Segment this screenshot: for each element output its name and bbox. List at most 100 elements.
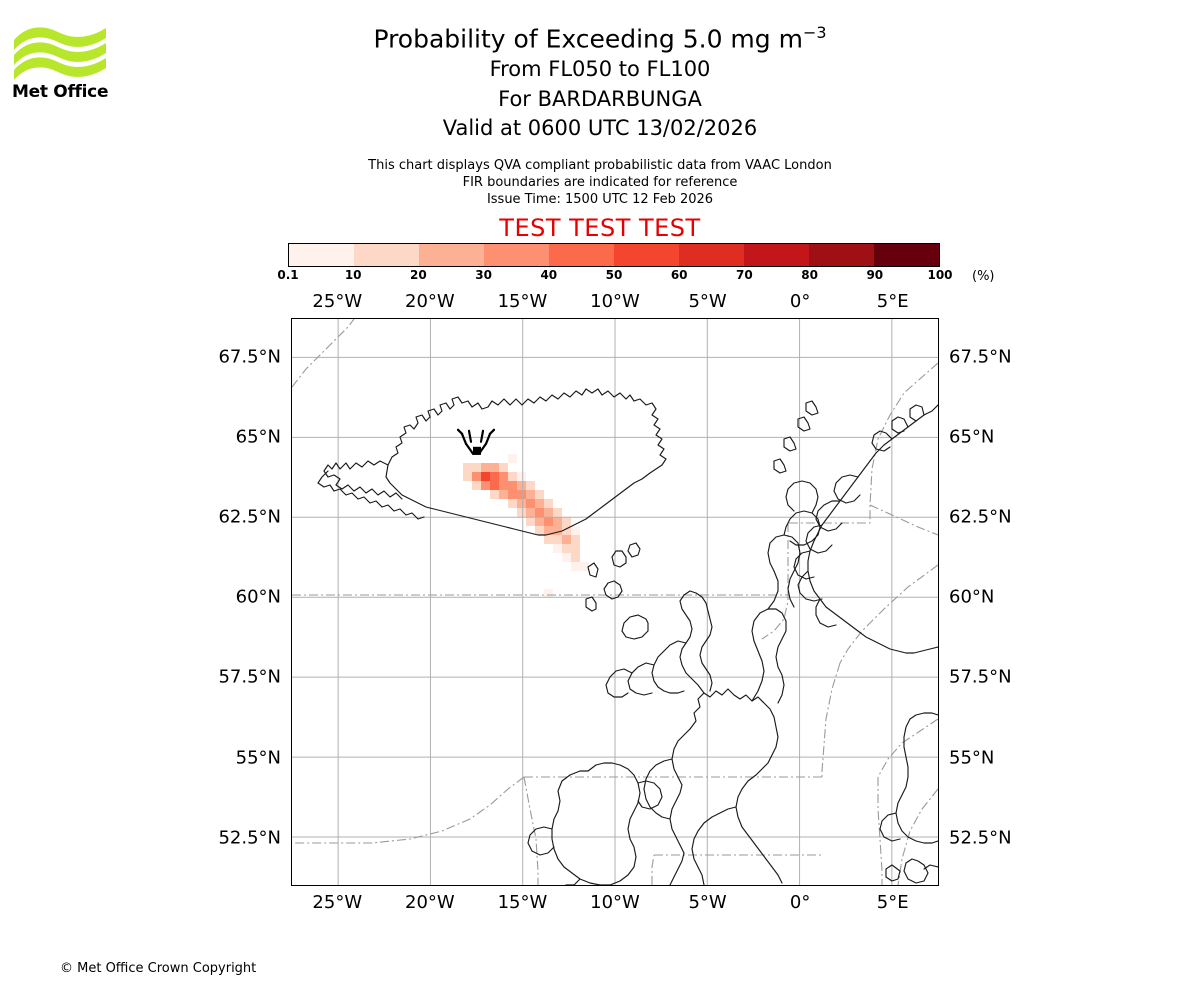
- ash-cell-57: [544, 589, 553, 598]
- ash-cell-21: [499, 490, 508, 499]
- ash-cell-15: [490, 481, 499, 490]
- ash-cell-46: [544, 535, 553, 544]
- lat-tick-left-67.5: 67.5°N: [218, 346, 281, 367]
- lon-tick-bottom--20: 20°W: [404, 892, 455, 913]
- ash-cell-10: [499, 472, 508, 481]
- ash-cell-35: [553, 508, 562, 517]
- coastline-ireland: [551, 762, 641, 885]
- colorbar-tick-40: 40: [540, 268, 558, 282]
- volcano-marker-icon: [456, 428, 496, 455]
- colorbar-tick-90: 90: [866, 268, 884, 282]
- ash-cell-25: [535, 490, 544, 499]
- lon-tick-top--20: 20°W: [404, 291, 455, 312]
- lat-tick-right-67.5: 67.5°N: [949, 346, 1012, 367]
- coastline-great-britain: [689, 688, 783, 884]
- ash-cell-27: [517, 499, 526, 508]
- note-qva: This chart displays QVA compliant probab…: [368, 158, 832, 173]
- ash-cell-11: [508, 472, 517, 481]
- colorbar-tick-70: 70: [736, 268, 753, 282]
- coastline-iceland: [385, 388, 667, 536]
- ash-cell-53: [562, 553, 571, 562]
- coastline-norway: [807, 404, 938, 654]
- lat-tick-left-57.5: 57.5°N: [218, 666, 281, 688]
- lon-tick-bottom--10: 10°W: [590, 892, 640, 913]
- lon-tick-bottom--15: 15°W: [497, 892, 548, 913]
- ash-cell-3: [490, 463, 499, 472]
- ash-cell-2: [481, 463, 490, 472]
- ash-cell-48: [562, 535, 571, 544]
- page-title-text: Probability of Exceeding 5.0 mg m: [373, 24, 803, 54]
- ash-cell-0: [463, 463, 472, 472]
- colorbar-segment-7: [744, 244, 809, 266]
- ash-cell-18: [517, 481, 526, 490]
- longitude-labels-bottom: 25°W 20°W 15°W 10°W 5°W 0° 5°E: [0, 892, 1200, 913]
- colorbar-tick-10: 10: [344, 268, 362, 282]
- colorbar-segment-8: [809, 244, 874, 266]
- colorbar-segment-5: [614, 244, 679, 266]
- ash-cell-32: [526, 508, 535, 517]
- coastline-denmark: [895, 718, 938, 844]
- ash-cell-8: [481, 472, 490, 481]
- page-title-exponent: −3: [802, 23, 827, 42]
- colorbar-segment-6: [679, 244, 744, 266]
- lon-tick-bottom--25: 25°W: [312, 892, 363, 913]
- ash-cell-43: [553, 526, 562, 535]
- copyright-notice: © Met Office Crown Copyright: [60, 961, 257, 976]
- valid-time-line: Valid at 0600 UTC 13/02/2026: [442, 116, 758, 141]
- lat-tick-left-65: 65°N: [235, 426, 281, 448]
- logo-text: Met Office: [12, 82, 109, 102]
- note-issue-time: Issue Time: 1500 UTC 12 Feb 2026: [486, 192, 714, 208]
- colorbar-segment-0: [289, 244, 354, 266]
- ash-cell-7: [472, 472, 481, 481]
- ash-cell-24: [526, 490, 535, 499]
- colorbar-segment-3: [484, 244, 549, 266]
- colorbar-segment-1: [354, 244, 419, 266]
- colorbar-segment-4: [549, 244, 614, 266]
- ash-cell-39: [553, 517, 562, 526]
- lat-tick-left-55: 55°N: [235, 747, 281, 769]
- colorbar-unit-label: (%): [972, 269, 995, 284]
- ash-cell-34: [544, 508, 553, 517]
- longitude-labels-top: 25°W 20°W 15°W 10°W 5°W 0° 5°E: [0, 291, 1200, 312]
- ash-cell-9: [490, 472, 499, 481]
- ash-cell-33: [535, 508, 544, 517]
- ash-cell-38: [544, 517, 553, 526]
- colorbar-tick-20: 20: [410, 268, 427, 282]
- lon-tick-bottom--5: 5°W: [688, 892, 727, 913]
- volcano-name-line: For BARDARBUNGA: [498, 86, 702, 111]
- lat-tick-left-52.5: 52.5°N: [218, 827, 281, 849]
- ash-cell-19: [526, 481, 535, 490]
- ash-cell-13: [472, 481, 481, 490]
- lon-tick-top--5: 5°W: [688, 291, 727, 312]
- colorbar-tick-0.1: 0.1: [277, 268, 299, 282]
- lon-tick-bottom-5: 5°E: [876, 892, 909, 913]
- map-plot-area[interactable]: [291, 318, 939, 886]
- ash-cell-16: [499, 481, 508, 490]
- ash-cell-50: [553, 544, 562, 553]
- map-svg: [292, 319, 938, 885]
- ash-cell-12: [517, 472, 526, 481]
- ash-cell-56: [580, 562, 589, 571]
- ash-cell-23: [517, 490, 526, 499]
- ash-cell-36: [526, 517, 535, 526]
- lon-tick-top--25: 25°W: [312, 291, 363, 312]
- colorbar-tick-80: 80: [801, 268, 818, 282]
- logo-waves-icon: [14, 27, 106, 80]
- probability-colorbar: [288, 243, 940, 267]
- ash-cell-37: [535, 517, 544, 526]
- ash-cell-55: [571, 562, 580, 571]
- chart-notes: This chart displays QVA compliant probab…: [0, 157, 1200, 208]
- ash-cell-14: [481, 481, 490, 490]
- ash-cell-29: [535, 499, 544, 508]
- ash-cell-54: [571, 553, 580, 562]
- ash-cell-28: [526, 499, 535, 508]
- fir-boundaries: [292, 319, 938, 885]
- ash-probability-cells: [463, 454, 589, 598]
- graticule-gridlines: [292, 319, 938, 885]
- lat-tick-right-60: 60°N: [949, 586, 995, 608]
- lat-tick-right-65: 65°N: [949, 426, 995, 448]
- ash-cell-6: [463, 472, 472, 481]
- ash-cell-44: [562, 526, 571, 535]
- page-title: Probability of Exceeding 5.0 mg m−3: [0, 24, 1200, 53]
- note-fir: FIR boundaries are indicated for referen…: [462, 175, 738, 191]
